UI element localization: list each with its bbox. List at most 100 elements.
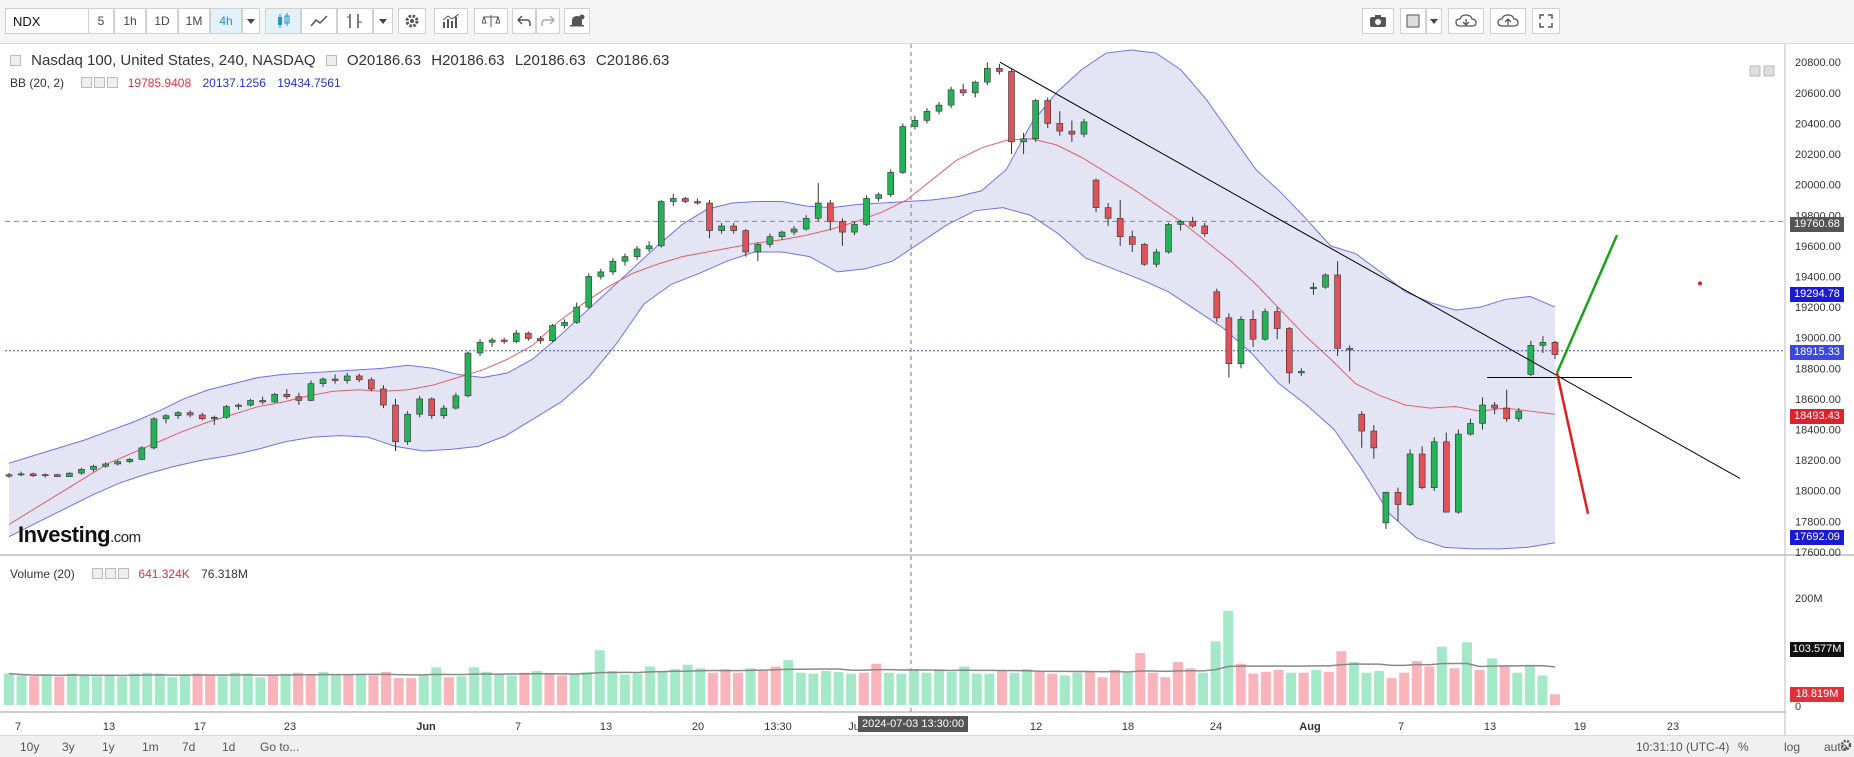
volume-bar	[1172, 661, 1183, 705]
x-tick-label: 17	[194, 721, 206, 733]
volume-bar	[670, 669, 681, 705]
volume-bar	[355, 673, 366, 705]
candle-body	[1068, 130, 1076, 135]
candle-body	[1092, 179, 1100, 208]
indicators-icon[interactable]	[434, 8, 468, 34]
bb-legend: BB (20, 2) 19785.9408 20137.1256 19434.7…	[10, 76, 341, 90]
drawing-dropdown-icon[interactable]	[373, 8, 393, 34]
y-tick-label: 18000.00	[1795, 486, 1841, 498]
line-chart-icon[interactable]	[301, 8, 337, 34]
symbol-input[interactable]: NDX	[5, 8, 103, 34]
candle-body	[235, 404, 242, 407]
candles-icon[interactable]	[265, 8, 301, 34]
bottom-gear-icon[interactable]	[1840, 739, 1852, 754]
candle-body	[114, 461, 122, 465]
volume-bar	[1298, 672, 1309, 705]
volume-bar	[1311, 670, 1322, 705]
volume-bar	[217, 676, 228, 705]
range-7d[interactable]: 7d	[182, 740, 196, 754]
log-toggle[interactable]: log	[1784, 740, 1801, 754]
candle-body	[1177, 221, 1184, 225]
candle-body	[331, 378, 339, 381]
candle-body	[500, 339, 508, 342]
candle-body	[1056, 123, 1064, 132]
volume-bar	[632, 673, 643, 705]
volume-eye-icon[interactable]	[92, 568, 104, 579]
bb-close-icon[interactable]	[107, 77, 119, 88]
candle-body	[319, 378, 327, 384]
candle-body	[1213, 291, 1221, 319]
candle-body	[1322, 274, 1329, 288]
price-chart[interactable]: 17600.00 17800.00 18000.00 18200.00 18400.00…	[0, 44, 1854, 735]
candle-body	[1467, 423, 1474, 435]
volume-bar	[733, 672, 744, 705]
x-tick-label: Jun	[416, 721, 436, 733]
volume-bar	[1260, 671, 1271, 705]
legend-settings-icon[interactable]	[325, 55, 337, 66]
candle-body	[1479, 404, 1486, 424]
candle-body	[29, 473, 37, 477]
x-tick-label: 24	[1210, 721, 1222, 733]
green-projection-line	[1555, 234, 1619, 374]
interval-1d[interactable]: 1D	[146, 8, 178, 34]
candle-body	[1539, 341, 1547, 346]
volume-bar	[1160, 677, 1171, 705]
candle-body	[223, 406, 230, 418]
interval-dropdown-icon[interactable]	[242, 8, 260, 34]
camera-icon[interactable]	[1362, 8, 1394, 34]
candle-body	[1273, 311, 1281, 329]
bb-eye-icon[interactable]	[81, 77, 93, 88]
settings-gear-icon[interactable]	[398, 8, 426, 34]
volume-bar	[494, 674, 505, 705]
volume-settings-icon[interactable]	[105, 568, 117, 579]
bb-settings-icon[interactable]	[94, 77, 106, 88]
fullscreen-icon[interactable]	[1532, 8, 1560, 34]
y-tick-label: 17600.00	[1795, 547, 1841, 559]
price-tag-bb-upper: 19294.78	[1790, 287, 1844, 302]
y-tick-label: 20400.00	[1795, 118, 1841, 130]
candle-body	[271, 394, 279, 403]
volume-bar	[657, 671, 668, 705]
range-10y[interactable]: 10y	[20, 740, 40, 754]
candle-body	[694, 201, 701, 204]
range-3y[interactable]: 3y	[62, 740, 75, 754]
x-tick-label: 7	[1398, 721, 1404, 733]
volume-bar	[41, 674, 52, 705]
interval-4h[interactable]: 4h	[210, 8, 242, 34]
go-to-link[interactable]: Go to...	[260, 740, 300, 754]
cloud-download-icon[interactable]	[1448, 8, 1484, 34]
candle-body	[573, 306, 580, 323]
candle-body	[1455, 433, 1462, 513]
interval-1m[interactable]: 1M	[178, 8, 210, 34]
x-tick-label: Ju	[848, 721, 860, 733]
volume-bar	[1524, 665, 1535, 705]
candle-body	[198, 414, 206, 420]
alert-bell-icon[interactable]	[564, 8, 590, 34]
candle-body	[404, 413, 411, 443]
volume-bar	[971, 673, 982, 705]
interval-5[interactable]: 5	[88, 8, 114, 34]
volume-bar	[381, 671, 392, 705]
range-1m[interactable]: 1m	[142, 740, 159, 754]
compare-icon[interactable]	[474, 8, 508, 34]
percent-toggle[interactable]: %	[1738, 740, 1749, 754]
volume-bar	[1022, 669, 1033, 705]
candle-body	[525, 332, 532, 339]
undo-icon[interactable]	[512, 8, 536, 34]
collapse-icon[interactable]	[10, 55, 21, 66]
candle-body	[682, 198, 689, 202]
candle-body	[899, 126, 907, 173]
interval-1h[interactable]: 1h	[114, 8, 146, 34]
candle-body	[102, 463, 109, 467]
range-1y[interactable]: 1y	[102, 740, 115, 754]
layout-square-icon[interactable]	[1400, 8, 1426, 34]
legend-close: C20186.63	[595, 52, 670, 69]
drawing-tools-icon[interactable]	[337, 8, 373, 34]
layout-dropdown-icon[interactable]	[1426, 8, 1442, 34]
volume-close-icon[interactable]	[118, 568, 130, 579]
volume-bar	[54, 676, 65, 705]
volume-bar	[1034, 671, 1045, 705]
redo-icon[interactable]	[536, 8, 560, 34]
cloud-upload-icon[interactable]	[1490, 8, 1526, 34]
range-1d[interactable]: 1d	[222, 740, 236, 754]
